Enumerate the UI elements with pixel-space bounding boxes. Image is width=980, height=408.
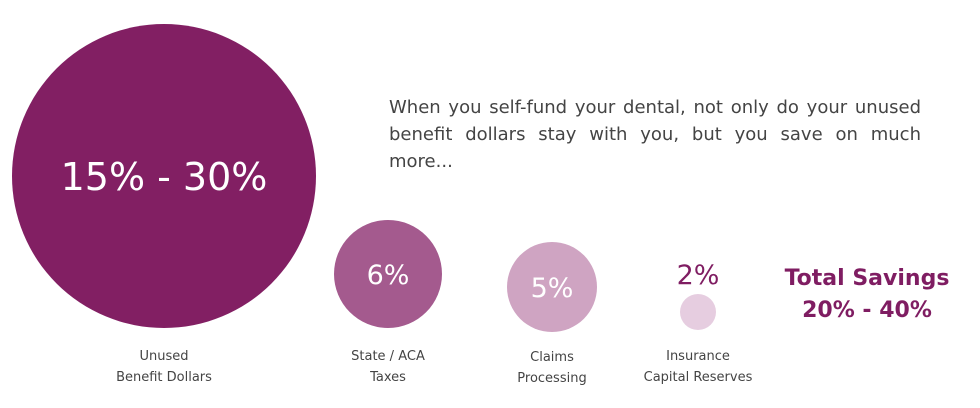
- bubble-2: [334, 220, 442, 328]
- bubble-value-label-4: 2%: [677, 260, 720, 291]
- total-savings-value: 20% - 40%: [802, 298, 932, 323]
- bubble-value-label-2: 6%: [367, 260, 410, 291]
- bubble-category-label-4-line-1: Insurance: [666, 349, 730, 364]
- bubble-category-label-2-line-2: Taxes: [369, 370, 406, 385]
- bubble-category-label-1-line-1: Unused: [139, 349, 188, 364]
- bubble-category-label-3-line-1: Claims: [530, 350, 574, 365]
- bubble-category-label-1-line-2: Benefit Dollars: [116, 370, 212, 385]
- bubble-1: [12, 24, 316, 328]
- bubble-3: [507, 242, 597, 332]
- total-savings-label: Total Savings: [784, 266, 950, 291]
- bubble-value-label-1: 15% - 30%: [61, 155, 268, 199]
- bubble-value-label-3: 5%: [531, 273, 574, 304]
- bubble-4: [680, 294, 716, 330]
- total-savings: Total Savings 20% - 40%: [772, 263, 962, 327]
- bubble-category-label-4-line-2: Capital Reserves: [644, 370, 753, 385]
- intro-text: When you self-fund your dental, not only…: [389, 97, 921, 172]
- bubble-category-label-2-line-1: State / ACA: [351, 349, 425, 364]
- bubble-category-label-3-line-2: Processing: [517, 371, 586, 386]
